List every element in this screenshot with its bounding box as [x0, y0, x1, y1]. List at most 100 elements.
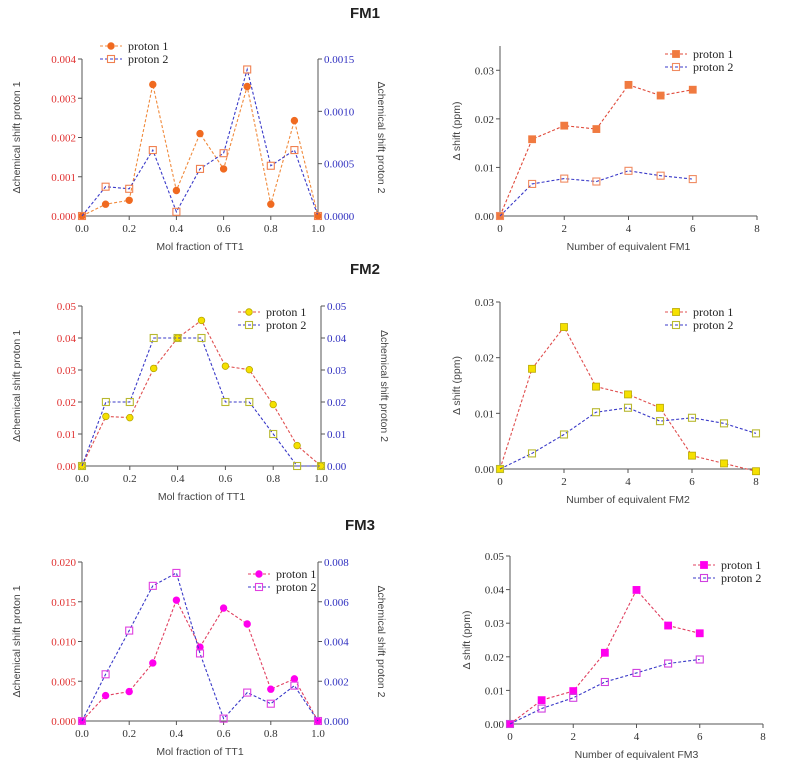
data-point	[600, 677, 609, 687]
data-point	[624, 166, 633, 175]
x-tick-label: 0.0	[75, 728, 89, 740]
y-tick-label: 0.01	[475, 162, 494, 174]
data-point	[125, 626, 134, 635]
data-point	[101, 670, 110, 679]
data-point	[101, 200, 110, 208]
data-point	[624, 390, 632, 399]
x-tick-label: 0.8	[264, 728, 278, 740]
data-point	[751, 429, 761, 438]
x-tick-label: 2	[571, 731, 577, 743]
data-point	[632, 668, 641, 677]
x-tick-label: 6	[697, 731, 703, 743]
x-tick-label: 0.6	[217, 728, 231, 740]
data-point	[293, 441, 301, 450]
data-point	[219, 714, 228, 723]
x-tick-label: 0.6	[217, 223, 231, 235]
y-axis-label: Δchemical shift proton 1	[11, 330, 23, 442]
data-point	[655, 417, 665, 426]
data-point	[126, 413, 134, 422]
data-point	[560, 323, 568, 331]
data-point	[624, 80, 633, 89]
data-point	[495, 464, 505, 474]
y-tick-label: 0.004	[51, 54, 76, 66]
y-tick-label: 0.00	[485, 719, 505, 731]
data-point	[720, 459, 728, 468]
y-axis-label: Δchemical shift proton 1	[11, 81, 23, 193]
legend-label: proton 1	[128, 39, 168, 53]
data-point	[219, 149, 228, 158]
x-tick-label: 6	[689, 476, 695, 488]
x-axis-label: Mol fraction of TT1	[158, 491, 245, 503]
y-tick-label: 0.05	[57, 301, 77, 313]
x-axis-label: Number of equivalent FM1	[567, 241, 691, 253]
data-point	[528, 179, 537, 188]
x-tick-label: 2	[562, 223, 568, 235]
y-tick-label: 0.000	[51, 211, 76, 223]
data-point	[196, 129, 204, 138]
data-point	[195, 649, 205, 658]
y-axis-label: Δ shift (ppm)	[451, 356, 463, 415]
data-point	[197, 333, 206, 343]
data-point	[688, 175, 697, 184]
data-point	[172, 596, 181, 604]
chart-title: FM1	[350, 5, 380, 22]
y-tick-label: 0.003	[51, 93, 76, 105]
x-tick-label: 0.4	[170, 728, 184, 740]
y-tick-label: 0.01	[57, 429, 76, 441]
y-tick-label: 0.00	[57, 461, 77, 473]
legend-label: proton 1	[266, 305, 306, 319]
series-line	[499, 84, 693, 217]
data-point	[559, 430, 569, 439]
data-point	[752, 467, 760, 476]
data-point	[592, 125, 601, 133]
data-point	[149, 80, 157, 89]
series-proton-1	[506, 586, 704, 728]
series-proton-1	[496, 80, 697, 220]
y2-axis-label: Δchemical shift proton 2	[378, 330, 390, 442]
legend-marker	[244, 320, 254, 330]
y-tick-label: 0.02	[57, 397, 76, 409]
chart-title: FM2	[350, 261, 380, 278]
data-point	[125, 687, 133, 696]
data-point	[560, 121, 569, 130]
data-point	[243, 620, 251, 628]
legend-label: proton 2	[693, 60, 733, 74]
legend-marker	[107, 42, 115, 50]
legend-marker	[255, 570, 263, 578]
y2-tick-label: 0.002	[324, 676, 349, 688]
y-tick-label: 0.05	[485, 551, 505, 563]
y-tick-label: 0.04	[57, 333, 77, 345]
x-tick-label: 0.4	[170, 223, 184, 235]
y-tick-label: 0.04	[485, 585, 505, 597]
y-axis-label: Δ shift (ppm)	[451, 102, 463, 161]
y2-tick-label: 0.008	[324, 557, 349, 569]
data-point	[269, 429, 278, 439]
data-point	[528, 364, 536, 373]
series-proton-2	[495, 403, 761, 474]
x-tick-label: 8	[753, 476, 759, 488]
data-point	[290, 116, 299, 125]
chart-4: 0 2 4 6 8 0.00 0.01 0.02 0.03 Number of equivalen…	[451, 297, 761, 506]
y-tick-label: 0.000	[51, 716, 76, 728]
x-tick-label: 0.0	[75, 473, 89, 485]
y2-tick-label: 0.03	[327, 365, 347, 377]
chart-1: FM1 0.0 0.2 0.4 0.6 0.8 1.0 0.000 0.001 0.002 0.00…	[11, 5, 387, 253]
legend-label: proton 1	[721, 558, 761, 572]
data-point	[243, 82, 251, 91]
y-tick-label: 0.03	[57, 365, 77, 377]
y-tick-label: 0.01	[475, 408, 494, 420]
series-line	[81, 67, 319, 217]
data-point	[592, 177, 601, 186]
data-point	[313, 716, 323, 726]
chart-title: FM3	[345, 517, 375, 534]
y-axis-label: Δchemical shift proton 1	[11, 585, 23, 697]
data-point	[600, 648, 609, 657]
x-tick-label: 1.0	[311, 728, 325, 740]
data-point	[591, 408, 601, 417]
data-point	[149, 659, 157, 667]
legend-label: proton 1	[276, 567, 316, 581]
data-point	[569, 693, 578, 702]
legend-label: proton 2	[693, 318, 733, 332]
